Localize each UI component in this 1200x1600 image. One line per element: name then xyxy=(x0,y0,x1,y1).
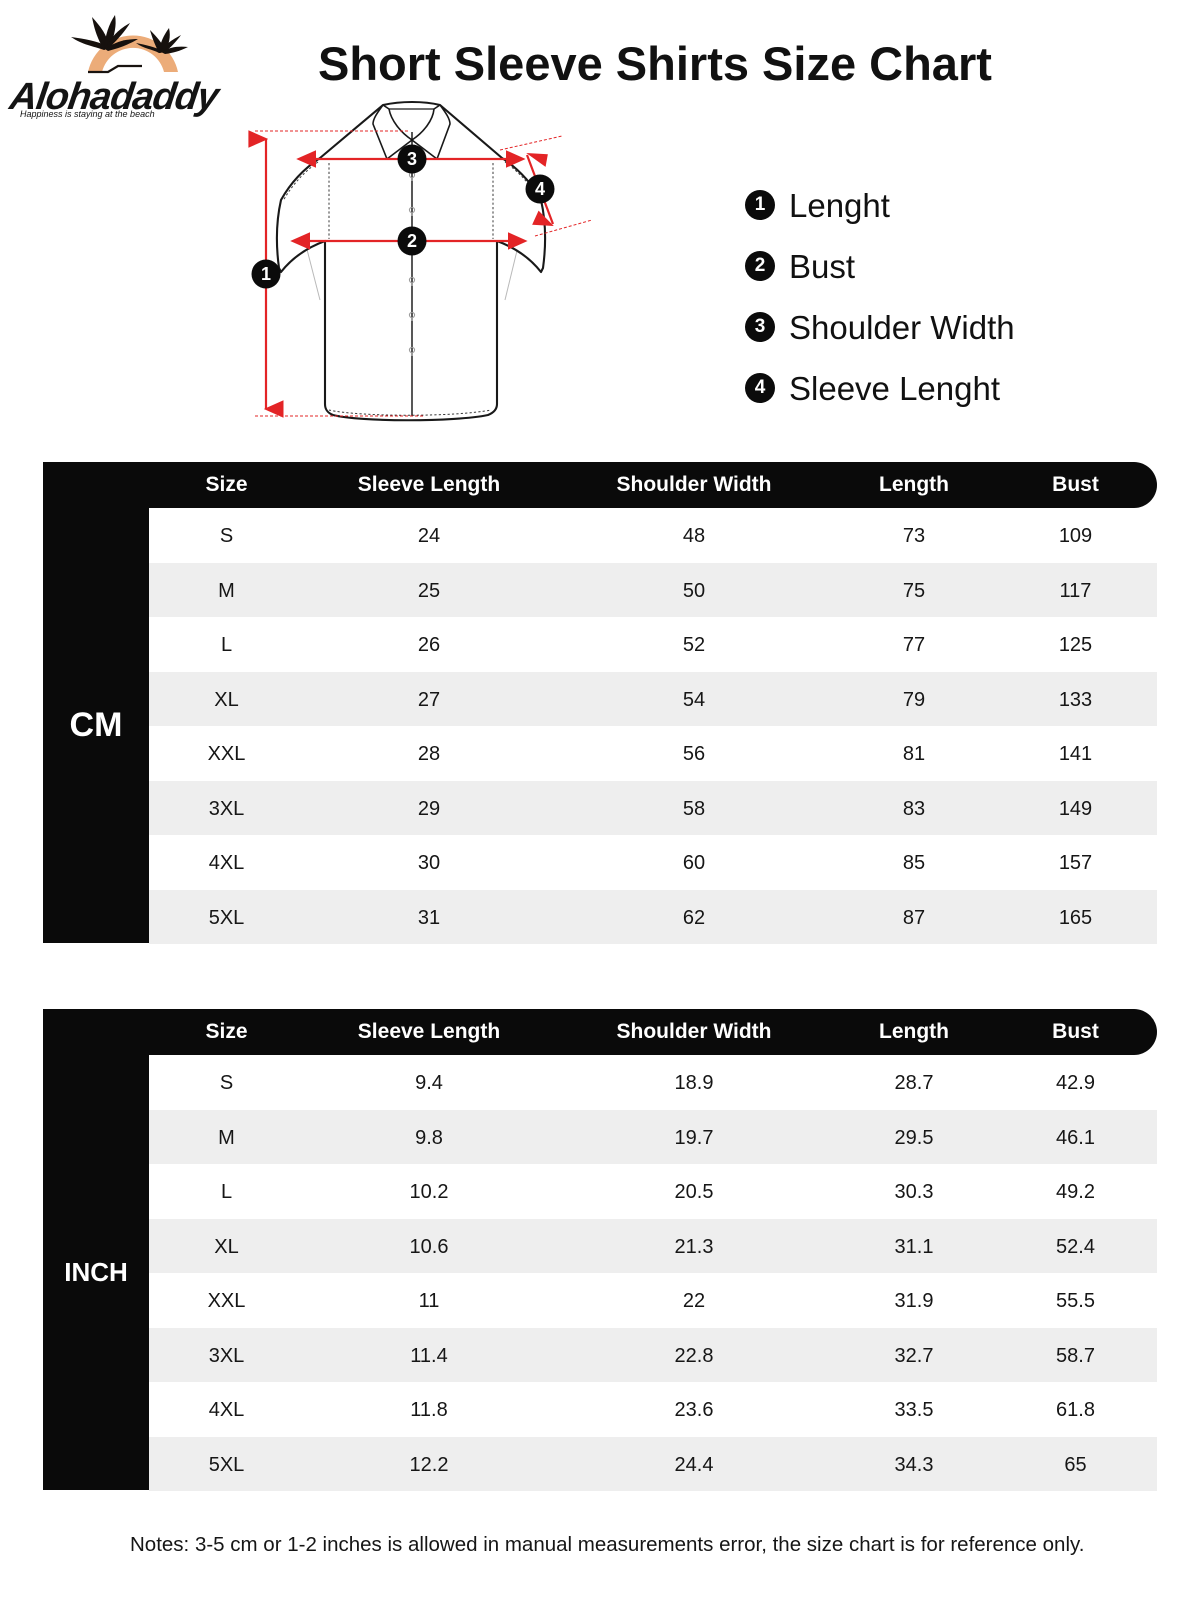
svg-text:1: 1 xyxy=(261,264,271,284)
svg-text:4: 4 xyxy=(535,179,545,199)
svg-text:3: 3 xyxy=(407,149,417,169)
svg-text:2: 2 xyxy=(407,231,417,251)
